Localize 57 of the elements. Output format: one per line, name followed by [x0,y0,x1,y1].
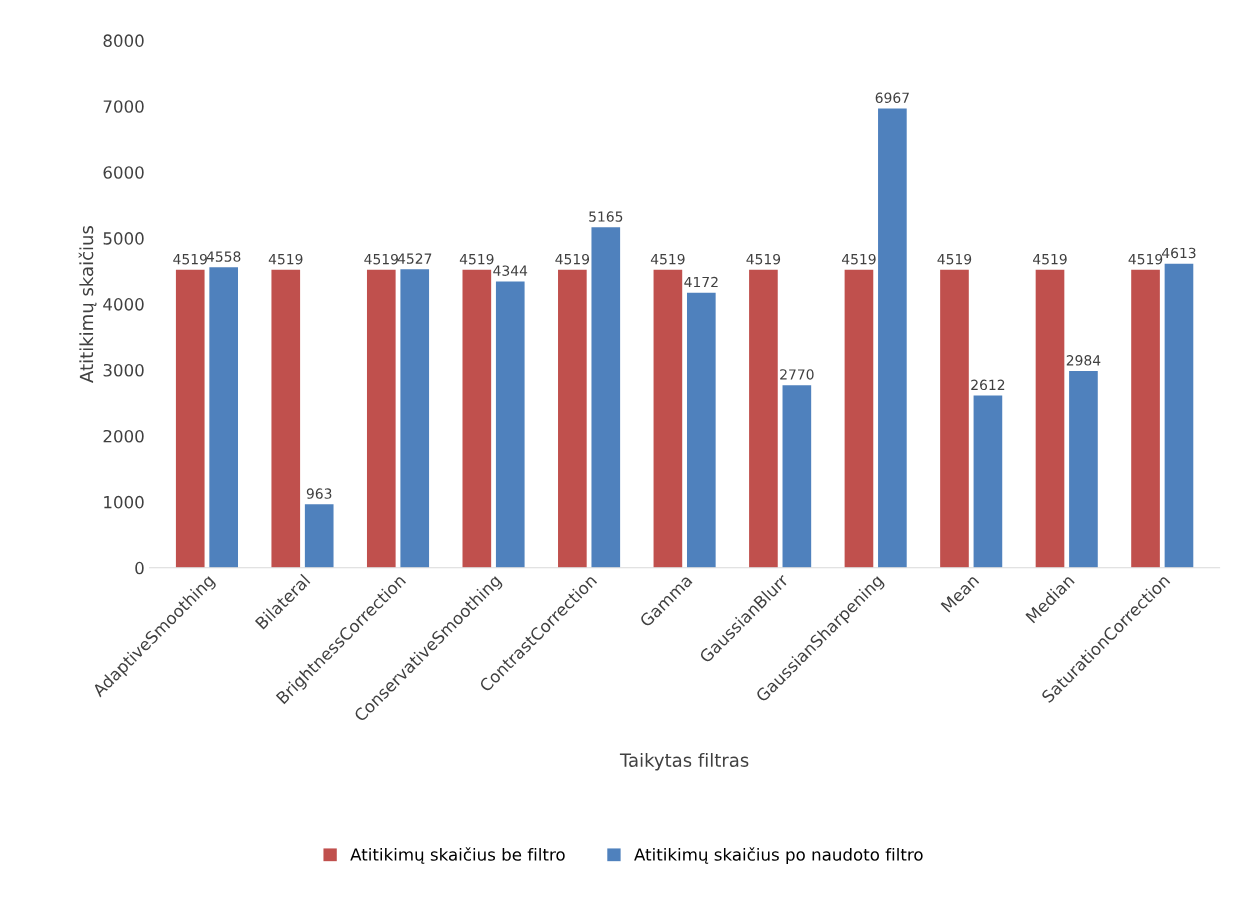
bar [1035,269,1065,568]
data-label: 2612 [971,379,1005,391]
data-label: 4519 [1128,253,1163,265]
data-label: 4613 [1161,247,1196,259]
bar [175,269,205,568]
bar [1131,269,1160,568]
bar [653,269,683,568]
data-label: 2770 [780,369,814,380]
bar [304,504,334,568]
data-label: 6967 [875,92,909,103]
data-label: 2984 [1066,355,1101,366]
data-label: 4519 [459,253,494,265]
data-label: 963 [306,488,332,499]
data-label: 5165 [589,211,623,222]
y-tick-label: 1000 [104,495,144,509]
bar [558,269,587,568]
bar [878,108,907,568]
legend-label: Atitikimų skaičius be filtro [350,847,565,864]
data-label: 4519 [555,253,590,265]
data-label: 4519 [1033,253,1067,265]
x-axis-title: Taikytas filtras [619,753,749,771]
data-label: 4519 [937,253,972,265]
y-tick-label: 5000 [103,232,144,245]
y-tick-label: 3000 [103,363,144,377]
bar [973,395,1003,568]
data-label: 4519 [746,253,781,265]
y-tick-label: 6000 [103,166,144,179]
bar [400,269,430,568]
bar [749,269,778,568]
y-tick-label: 7000 [103,100,144,113]
data-label: 4519 [268,253,303,265]
y-tick-label: 8000 [103,34,144,47]
bar [209,267,238,568]
data-label: 4558 [206,251,241,262]
data-label: 4344 [493,265,528,276]
data-label: 4519 [841,253,876,265]
bar [366,269,396,568]
bar [782,385,812,568]
data-label: 4519 [364,253,398,265]
bar [940,269,969,568]
data-label: 4527 [397,253,432,264]
bar [271,269,301,568]
bar [1069,371,1098,568]
bar [1164,263,1194,568]
bar [591,227,621,568]
data-label: 4519 [650,253,685,265]
bar [495,281,525,568]
legend-label: Atitikimų skaičius po naudoto filtro [634,847,923,865]
y-tick-label: 0 [135,561,144,575]
bar [844,269,874,568]
y-axis-title: Atitikimų skaičius [78,226,97,383]
bar [462,269,492,568]
data-label: 4172 [684,276,718,288]
bar [686,292,716,568]
y-tick-label: 4000 [103,298,144,311]
y-tick-label: 2000 [103,429,144,443]
data-label: 4519 [173,253,207,265]
